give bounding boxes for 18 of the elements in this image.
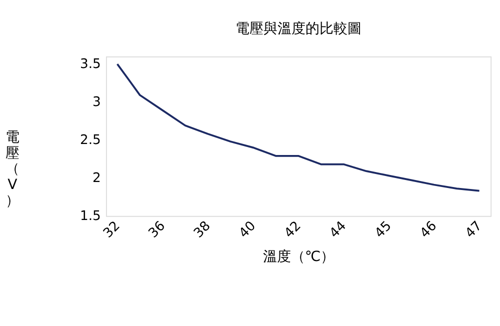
line-series bbox=[116, 63, 480, 192]
x-tick-label: 38 bbox=[191, 218, 214, 242]
y-tick-label: 2 bbox=[92, 171, 101, 186]
y-tick-label: 3.5 bbox=[80, 57, 101, 72]
x-tick-label: 46 bbox=[418, 218, 440, 242]
y-axis-title: 電壓（V） bbox=[5, 129, 20, 210]
x-axis-title: 溫度（℃） bbox=[262, 248, 335, 265]
x-tick-label: 45 bbox=[372, 218, 395, 242]
chart-title: 電壓與溫度的比較圖 bbox=[235, 20, 362, 37]
x-tick-label: 44 bbox=[327, 218, 350, 242]
x-tick-label: 42 bbox=[282, 218, 304, 242]
x-tick-label: 32 bbox=[100, 218, 124, 242]
x-tick-label: 40 bbox=[236, 218, 260, 242]
y-tick-label: 2.5 bbox=[80, 133, 101, 148]
x-tick-label: 36 bbox=[146, 218, 169, 242]
y-tick-label: 1.5 bbox=[80, 209, 101, 224]
y-tick-label: 3 bbox=[92, 95, 101, 110]
x-tick-label: 47 bbox=[462, 218, 486, 242]
